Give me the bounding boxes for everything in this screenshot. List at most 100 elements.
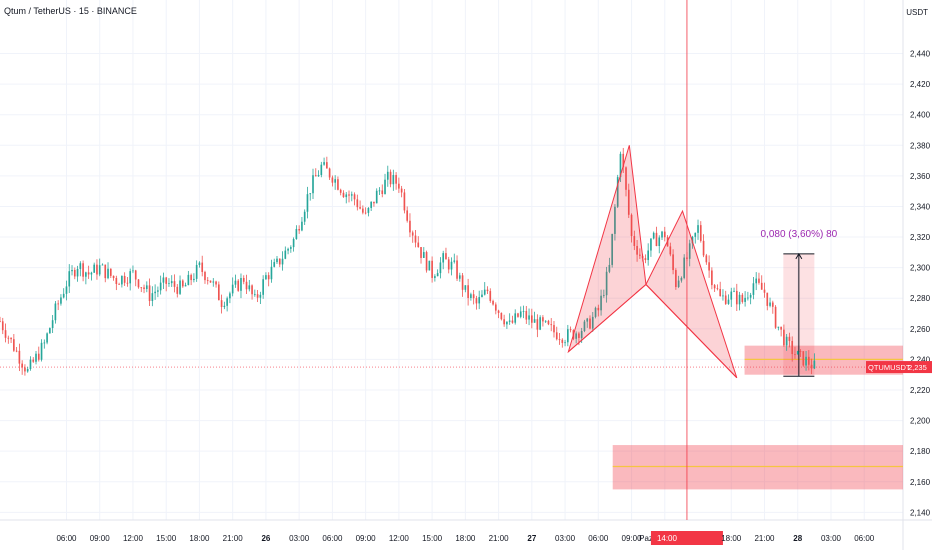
candle-body <box>752 283 755 295</box>
candle-body <box>301 221 303 231</box>
candle-body <box>586 318 589 322</box>
candle-body <box>226 298 228 306</box>
price-tick-label: 2,320 <box>910 233 931 242</box>
candle-body <box>500 312 503 320</box>
candle-body <box>281 258 284 265</box>
candle-body <box>461 275 464 290</box>
candle-body <box>697 225 699 233</box>
candle-body <box>104 264 107 279</box>
candle-body <box>777 326 780 328</box>
price-tick-label: 2,380 <box>910 141 931 150</box>
candle-body <box>43 342 46 344</box>
candle-body <box>215 281 217 285</box>
candle-body <box>735 290 738 305</box>
candle-body <box>453 260 456 262</box>
candle-body <box>669 246 672 255</box>
candle-body <box>303 211 306 222</box>
candle-body <box>530 315 533 323</box>
candle-body <box>780 326 782 330</box>
candle-body <box>694 232 697 237</box>
candle-body <box>400 188 403 193</box>
candle-body <box>392 175 395 185</box>
candle-body <box>29 359 32 370</box>
candle-body <box>661 231 663 238</box>
time-tick-label: 18:00 <box>721 534 742 543</box>
candle-body <box>342 192 345 198</box>
candle-body <box>791 340 794 355</box>
candle-body <box>783 329 785 346</box>
candle-body <box>4 330 7 338</box>
candle-body <box>614 206 616 234</box>
candle-body <box>240 277 242 291</box>
candle-body <box>403 192 406 211</box>
candle-body <box>517 313 519 317</box>
price-tick-label: 2,260 <box>910 325 931 334</box>
candle-body <box>492 300 494 305</box>
candle-body <box>356 199 359 208</box>
candle-body <box>744 297 746 302</box>
candle-body <box>256 294 259 298</box>
candle-body <box>747 297 749 299</box>
candle-body <box>647 250 649 261</box>
candle-body <box>37 353 40 360</box>
candle-body <box>101 264 104 266</box>
candle-body <box>677 280 680 288</box>
current-price-symbol: QTUMUSDT <box>868 363 911 372</box>
candle-body <box>40 342 43 360</box>
price-tick-label: 2,360 <box>910 172 931 181</box>
candle-body <box>567 329 569 343</box>
candle-body <box>622 153 625 168</box>
candle-body <box>652 232 655 239</box>
candle-body <box>198 262 201 265</box>
candle-body <box>145 285 148 289</box>
candle-body <box>49 328 51 334</box>
candle-body <box>675 270 677 288</box>
time-tick-label: 18:00 <box>455 534 476 543</box>
time-tick-label: 09:00 <box>90 534 111 543</box>
candle-body <box>168 283 170 284</box>
candle-body <box>331 177 334 183</box>
price-tick-label: 2,140 <box>910 508 931 517</box>
time-tick-label: 27 <box>527 534 536 543</box>
currency-label: USDT <box>906 8 928 17</box>
candle-body <box>96 264 98 275</box>
candle-body <box>132 270 134 272</box>
candle-body <box>231 284 234 294</box>
candle-body <box>373 201 375 204</box>
candle-body <box>749 294 752 298</box>
candle-body <box>799 351 802 352</box>
candle-body <box>13 339 15 351</box>
candle-body <box>583 321 586 332</box>
candle-body <box>738 294 741 305</box>
candle-body <box>506 321 508 325</box>
candle-body <box>267 275 270 280</box>
candle-body <box>705 255 708 263</box>
candle-body <box>35 353 37 362</box>
candle-body <box>306 194 309 212</box>
candle-body <box>190 274 192 281</box>
candle-body <box>181 280 184 287</box>
candle-body <box>550 324 553 326</box>
candle-body <box>398 183 400 189</box>
candle-body <box>439 262 442 274</box>
candle-body <box>71 269 73 272</box>
candle-body <box>481 294 483 298</box>
candle-body <box>810 364 813 369</box>
candle-body <box>395 175 397 184</box>
candle-body <box>683 257 686 278</box>
candle-body <box>428 260 431 271</box>
candle-body <box>519 311 522 317</box>
candle-body <box>195 264 198 279</box>
candle-body <box>539 317 541 330</box>
time-tick-label: 06:00 <box>322 534 343 543</box>
candle-body <box>794 354 796 355</box>
current-price-value: 2,235 <box>908 363 927 372</box>
candle-body <box>434 276 436 278</box>
candle-body <box>680 277 683 281</box>
candle-body <box>21 363 23 368</box>
candle-body <box>314 175 317 177</box>
candle-body <box>57 303 59 305</box>
time-tick-label: 15:00 <box>156 534 177 543</box>
